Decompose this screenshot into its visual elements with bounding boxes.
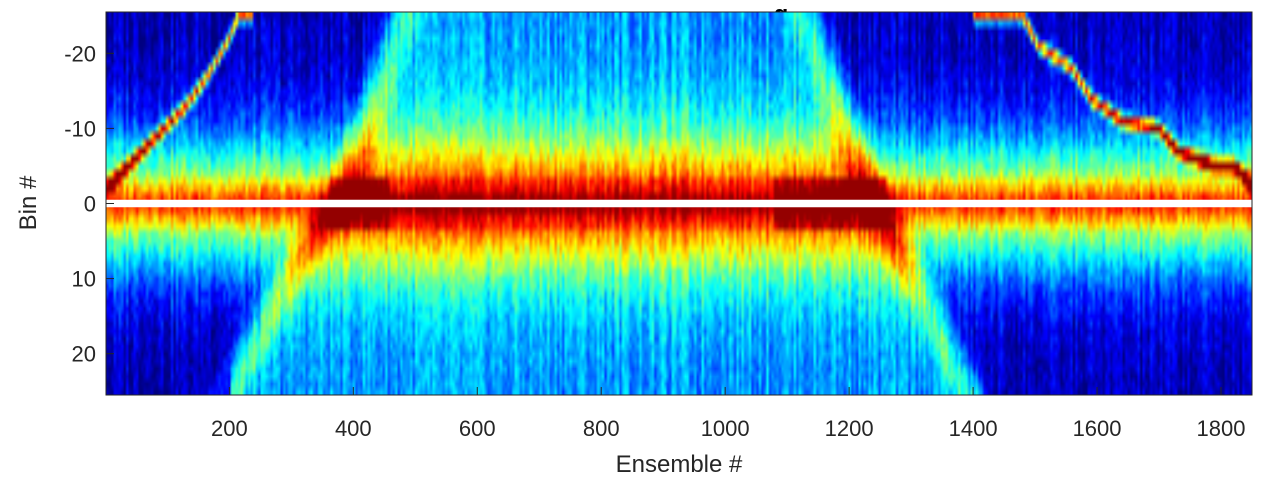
x-tick-label: 800 xyxy=(583,416,620,441)
x-tick-label: 1400 xyxy=(949,416,998,441)
x-axis-label: Ensemble # xyxy=(616,451,743,477)
axes-frame xyxy=(105,11,1253,396)
x-tick-label: 1000 xyxy=(701,416,750,441)
y-tick-label: 20 xyxy=(72,342,96,367)
y-tick-label: -10 xyxy=(64,116,96,141)
y-axis-label: Bin # xyxy=(15,175,42,230)
x-tick-label: 200 xyxy=(211,416,248,441)
blank-row xyxy=(106,199,1252,208)
x-tick-label: 400 xyxy=(335,416,372,441)
y-axis: -20 -10 0 10 20 xyxy=(64,41,114,367)
x-tick-label: 1600 xyxy=(1073,416,1122,441)
x-tick-label: 600 xyxy=(459,416,496,441)
x-tick-label: 1800 xyxy=(1197,416,1246,441)
y-tick-label: 0 xyxy=(84,192,96,217)
x-tick-label: 1200 xyxy=(825,416,874,441)
y-tick-label: -20 xyxy=(64,41,96,66)
x-axis: 200 400 600 800 1000 1200 1400 1600 1800 xyxy=(211,387,1246,441)
plot-area xyxy=(106,12,1252,395)
y-tick-label: 10 xyxy=(72,267,96,292)
